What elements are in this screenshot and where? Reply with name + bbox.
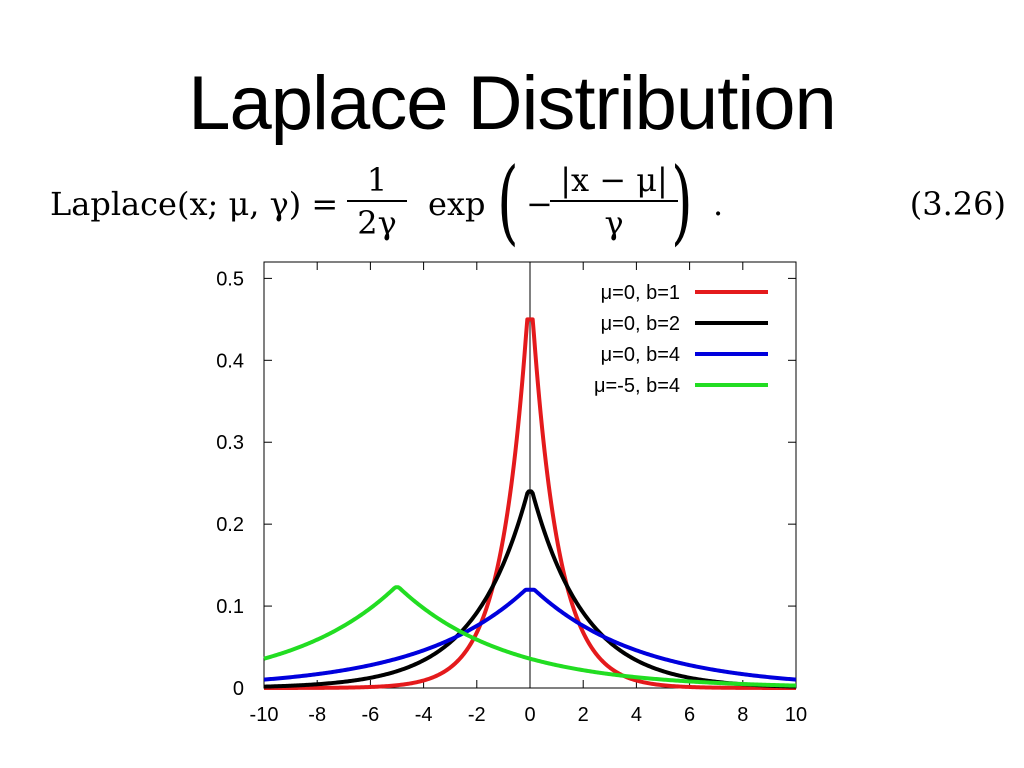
fraction-denominator: γ [604, 204, 624, 242]
equation-fraction-exponent: |x − μ| γ [550, 160, 678, 244]
laplace-equation: Laplace(x; μ, γ) = 1 2γ exp ( − |x − μ| … [50, 152, 1010, 258]
x-tick-label: -10 [250, 704, 279, 726]
legend-label: μ=0, b=4 [601, 344, 680, 366]
left-paren: ( [497, 148, 519, 255]
equation-exp: exp [428, 185, 486, 223]
x-tick-label: 8 [737, 704, 748, 726]
right-paren: ) [671, 148, 693, 255]
x-tick-label: -2 [468, 704, 486, 726]
fraction-numerator: |x − μ| [560, 161, 668, 199]
fraction-denominator: 2γ [357, 204, 397, 242]
series-line-1 [263, 317, 797, 690]
equation-number: (3.26) [909, 185, 1006, 223]
x-tick-label: 0 [524, 704, 535, 726]
y-tick-label: 0.1 [216, 596, 244, 618]
laplace-chart: -10 -8 -6 -4 -2 0 2 4 6 8 10 0 0.1 0.2 0.3 0.4 0.5 μ=0, b… [216, 261, 807, 726]
equation-lhs: Laplace(x; μ, γ) = [50, 185, 339, 223]
x-tick-label: -6 [362, 704, 380, 726]
x-tick-label: 6 [684, 704, 695, 726]
slide-title: Laplace Distribution [188, 61, 837, 146]
legend-label: μ=0, b=2 [601, 313, 680, 335]
series-line-4 [263, 585, 797, 688]
y-tick-label: 0.4 [216, 350, 244, 372]
equation-period: . [713, 185, 724, 223]
legend-label: μ=-5, b=4 [594, 375, 680, 397]
fraction-bar [347, 200, 407, 202]
y-tick-label: 0.5 [216, 268, 244, 290]
equation-minus: − [526, 185, 553, 223]
legend-label: μ=0, b=1 [601, 282, 680, 304]
x-tick-label: -8 [308, 704, 326, 726]
x-tick-label: 4 [631, 704, 642, 726]
y-tick-label: 0.2 [216, 514, 244, 536]
y-tick-label: 0.3 [216, 432, 244, 454]
equation-fraction-normalizer: 1 2γ [347, 160, 407, 244]
x-tick-label: 10 [785, 704, 807, 726]
fraction-numerator: 1 [366, 161, 388, 199]
fraction-bar [550, 200, 678, 202]
series-line-3 [263, 587, 797, 682]
y-tick-label: 0 [233, 678, 244, 700]
x-tick-label: 2 [578, 704, 589, 726]
x-tick-label: -4 [415, 704, 433, 726]
